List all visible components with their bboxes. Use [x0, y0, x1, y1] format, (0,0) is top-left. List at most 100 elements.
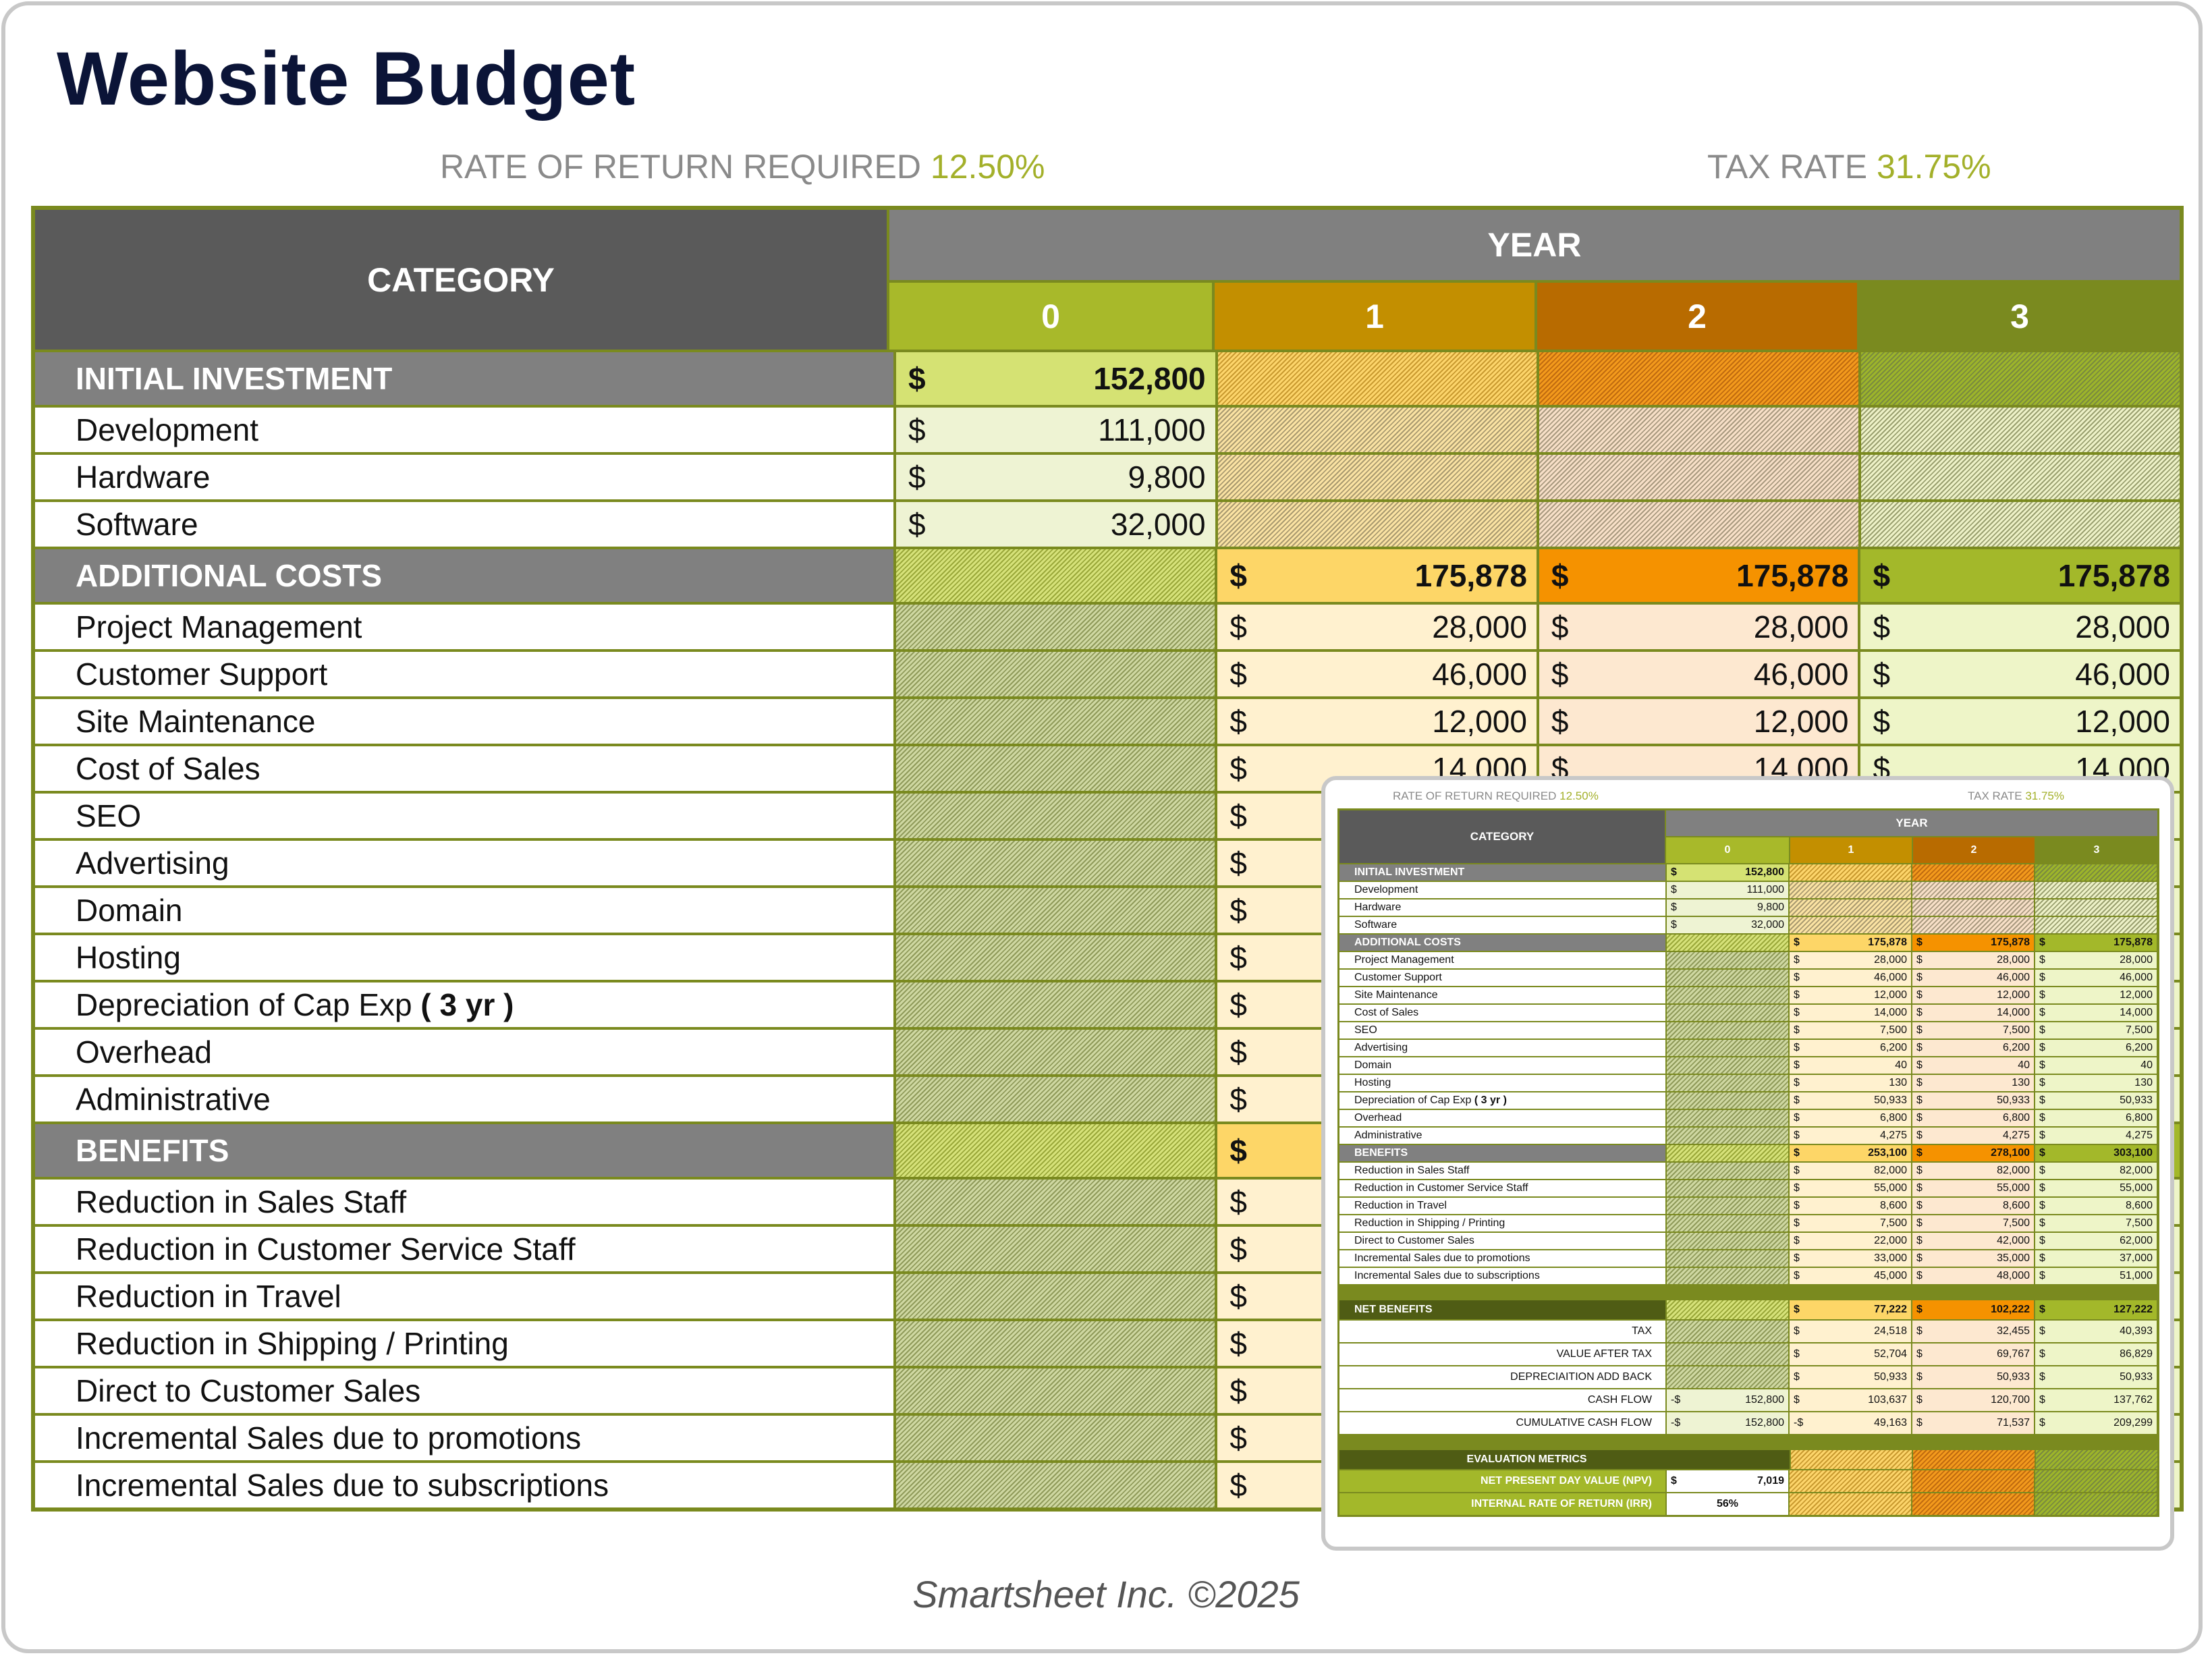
cell-total-y2[interactable]: $175,878: [1536, 549, 1858, 602]
inset-cell: $7,500: [1788, 1022, 1911, 1038]
cell-blocked: [1215, 352, 1537, 405]
cell-blocked: [1665, 1180, 1788, 1196]
row-label: Hosting: [35, 935, 893, 980]
cell-y0[interactable]: $9,800: [893, 455, 1215, 499]
inset-row-label: Reduction in Travel: [1339, 1198, 1665, 1214]
inset-section-label: NET BENEFITS: [1339, 1300, 1665, 1319]
inset-cell: $111,000: [1665, 882, 1788, 898]
inset-row-label: Overhead: [1339, 1110, 1665, 1126]
section-label: ADDITIONAL COSTS: [35, 549, 893, 602]
cell-y3[interactable]: $28,000: [1858, 605, 2180, 649]
inset-cell: $82,000: [2034, 1163, 2157, 1179]
cell-blocked: [893, 1227, 1215, 1271]
cell-blocked: [1665, 1233, 1788, 1249]
inset-cell: $22,000: [1788, 1233, 1911, 1249]
inset-row-label: Software: [1339, 917, 1665, 933]
inset-cell: $102,222: [1911, 1300, 2034, 1319]
inset-cell: -$ 152,800: [1665, 1389, 1788, 1411]
inset-cell: $103,637: [1788, 1389, 1911, 1411]
rate-of-return-param: RATE OF RETURN REQUIRED 12.50%: [440, 147, 1045, 186]
row-label: Domain: [35, 888, 893, 933]
cell-blocked: [2034, 864, 2157, 881]
table-row: Hardware $9,800: [35, 452, 2180, 499]
cell-blocked: [1858, 352, 2180, 405]
cell-blocked: [1665, 1321, 1788, 1342]
cell-blocked: [893, 794, 1215, 838]
inset-cell: $28,000: [1788, 952, 1911, 968]
row-label: Hardware: [35, 455, 894, 499]
cell-blocked: [1215, 408, 1537, 452]
spacer: [1339, 1284, 2157, 1299]
cell-y0[interactable]: $32,000: [893, 502, 1215, 547]
cell-y2[interactable]: $28,000: [1536, 605, 1858, 649]
cell-y2[interactable]: $46,000: [1536, 652, 1858, 696]
inset-cell: $130: [1911, 1075, 2034, 1091]
cell-total-y3[interactable]: $175,878: [1858, 549, 2180, 602]
inset-row-label: Depreciation of Cap Exp ( 3 yr ): [1339, 1092, 1665, 1109]
inset-cell: $4,275: [1911, 1128, 2034, 1144]
inset-cell: $120,700: [1911, 1389, 2034, 1411]
inset-cell: $52,704: [1788, 1344, 1911, 1365]
footer-copyright: Smartsheet Inc. ©2025: [912, 1573, 1300, 1615]
cell-blocked: [2034, 882, 2157, 898]
cell-blocked: [1665, 1145, 1788, 1161]
cell-blocked: [893, 1077, 1215, 1121]
cell-total-y1[interactable]: $175,878: [1215, 549, 1537, 602]
inset-cell: $12,000: [2034, 987, 2157, 1003]
row-label: Reduction in Shipping / Printing: [35, 1321, 893, 1366]
inset-cell: $6,800: [1788, 1110, 1911, 1126]
cell-y2[interactable]: $12,000: [1536, 699, 1858, 744]
tax-value[interactable]: 31.75%: [1876, 148, 1991, 186]
cell-blocked: [1912, 1450, 2035, 1469]
inset-cell: $32,455: [1911, 1321, 2034, 1342]
cell-blocked: [1665, 1250, 1788, 1267]
cell-blocked: [1911, 864, 2034, 881]
inset-cell: $50,933: [2034, 1366, 2157, 1388]
inset-cell: $152,800: [1665, 864, 1788, 881]
inset-cell: $82,000: [1911, 1163, 2034, 1179]
cell-blocked: [1911, 1493, 2034, 1515]
cell-y3[interactable]: $46,000: [1858, 652, 2180, 696]
inset-year-header: YEAR: [1666, 810, 2157, 837]
inset-cell: $55,000: [1911, 1180, 2034, 1196]
inset-cell: $127,222: [2034, 1300, 2157, 1319]
inset-row-label: VALUE AFTER TAX: [1339, 1344, 1665, 1365]
inset-cell: $48,000: [1911, 1268, 2034, 1284]
cell-blocked: [1665, 1040, 1788, 1056]
inset-row-label: Direct to Customer Sales: [1339, 1233, 1665, 1249]
cell-y1[interactable]: $46,000: [1215, 652, 1537, 696]
inset-cell: $82,000: [1788, 1163, 1911, 1179]
table-header: CATEGORY YEAR 0 1 2 3: [35, 210, 2180, 350]
table-row: Site Maintenance $12,000 $12,000 $12,000: [35, 696, 2180, 744]
inset-row-label: Project Management: [1339, 952, 1665, 968]
rate-label: RATE OF RETURN REQUIRED: [440, 148, 921, 186]
inset-row-label: Reduction in Customer Service Staff: [1339, 1180, 1665, 1196]
row-label: Direct to Customer Sales: [35, 1368, 893, 1413]
inset-cell: $86,829: [2034, 1344, 2157, 1365]
inset-cell: $55,000: [2034, 1180, 2157, 1196]
cell-y3[interactable]: $12,000: [1858, 699, 2180, 744]
rate-value[interactable]: 12.50%: [930, 148, 1045, 186]
cell-y0[interactable]: $111,000: [893, 408, 1215, 452]
inset-row-label: Reduction in Sales Staff: [1339, 1163, 1665, 1179]
inset-cell: $278,100: [1911, 1145, 2034, 1161]
irr-value: 56%: [1665, 1493, 1788, 1515]
inset-year-3: 3: [2035, 837, 2157, 863]
cell-total-y0[interactable]: $152,800: [893, 352, 1215, 405]
cell-blocked: [1788, 1470, 1911, 1492]
inset-row-label: TAX: [1339, 1321, 1665, 1342]
cell-blocked: [2034, 899, 2157, 916]
inset-cell: $50,933: [1788, 1366, 1911, 1388]
cell-y1[interactable]: $12,000: [1215, 699, 1537, 744]
inset-cell: $28,000: [2034, 952, 2157, 968]
inset-cell: $28,000: [1911, 952, 2034, 968]
row-label: Cost of Sales: [35, 746, 893, 791]
inset-cell: $8,600: [1788, 1198, 1911, 1214]
inset-cell: $40: [2034, 1057, 2157, 1074]
cell-y1[interactable]: $28,000: [1215, 605, 1537, 649]
inset-row-label: CASH FLOW: [1339, 1389, 1665, 1411]
cell-blocked: [1665, 1344, 1788, 1365]
year-header-group: YEAR 0 1 2 3: [887, 210, 2180, 350]
cell-blocked: [1788, 899, 1911, 916]
inset-cell: $12,000: [1788, 987, 1911, 1003]
